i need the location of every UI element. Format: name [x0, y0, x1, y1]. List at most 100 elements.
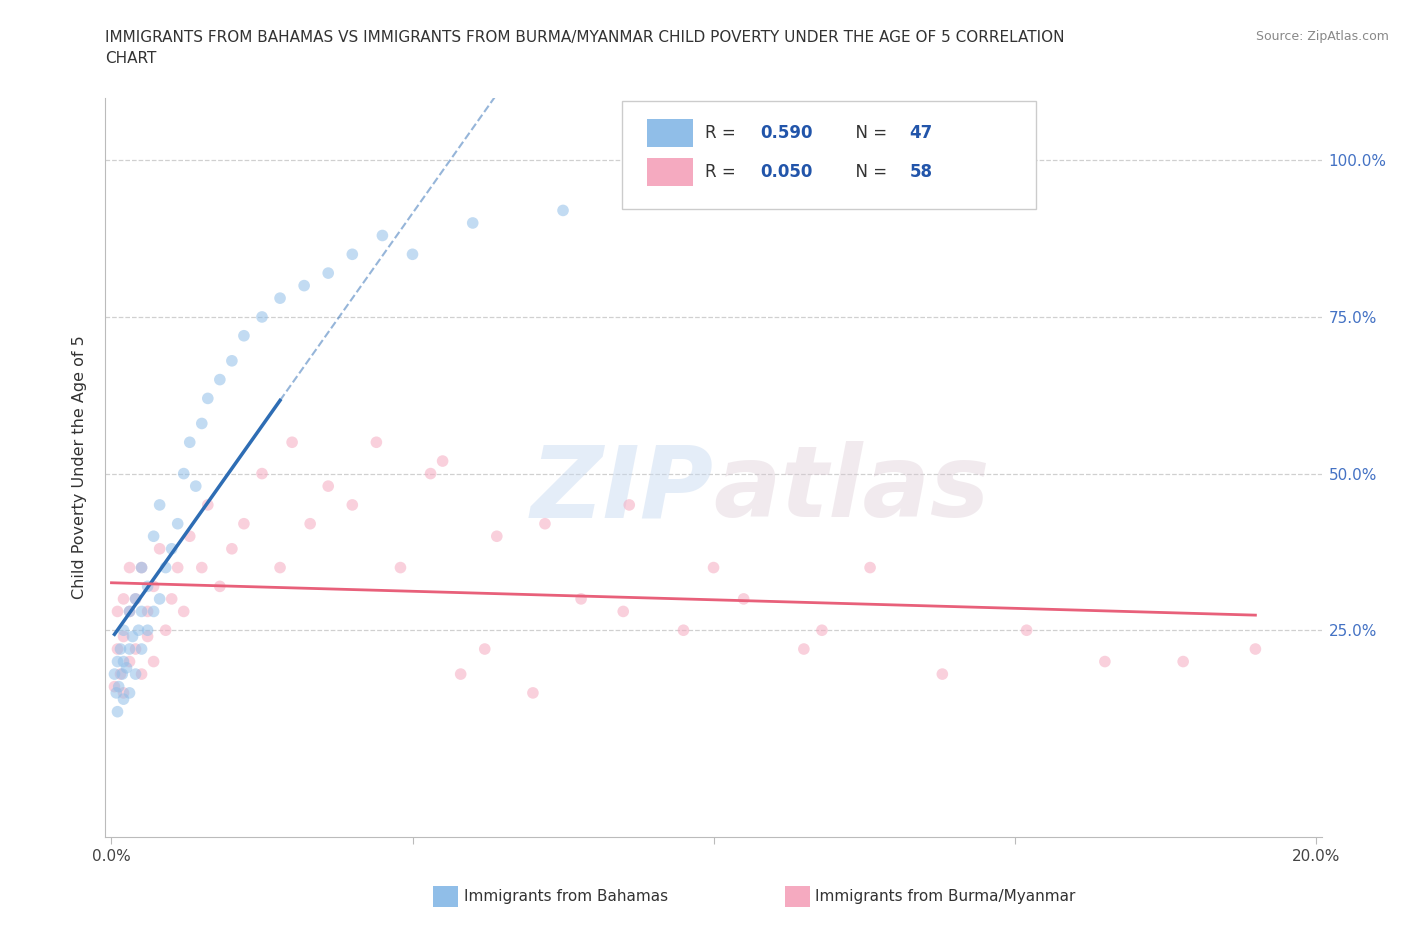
Point [316, 479, 339, 494]
Y-axis label: Child Poverty Under the Age of 5: Child Poverty Under the Age of 5 [72, 336, 87, 599]
Point [124, 591, 146, 606]
Point [160, 591, 183, 606]
Point [107, 604, 129, 618]
Point [110, 642, 132, 657]
Point [184, 479, 207, 494]
Point [149, 541, 172, 556]
Point [366, 435, 388, 450]
Bar [647, 119, 693, 147]
Text: N =: N = [845, 164, 893, 181]
Point [128, 623, 150, 638]
Text: IMMIGRANTS FROM BAHAMAS VS IMMIGRANTS FROM BURMA/MYANMAR CHILD POVERTY UNDER THE: IMMIGRANTS FROM BAHAMAS VS IMMIGRANTS FR… [105, 30, 1064, 45]
Point [342, 246, 364, 261]
Text: CHART: CHART [105, 51, 157, 66]
Point [142, 604, 165, 618]
Point [432, 454, 454, 469]
Point [124, 642, 146, 657]
Point [191, 416, 214, 431]
Point [485, 529, 508, 544]
Point [166, 560, 188, 575]
Point [118, 604, 141, 618]
Text: Immigrants from Bahamas: Immigrants from Bahamas [464, 889, 668, 904]
FancyBboxPatch shape [623, 101, 1036, 208]
Point [173, 466, 195, 481]
Point [155, 623, 177, 638]
Point [619, 498, 641, 512]
Point [569, 591, 592, 606]
Point [118, 654, 141, 669]
Point [859, 560, 882, 575]
Point [112, 692, 135, 707]
Point [461, 216, 484, 231]
Point [112, 629, 135, 644]
Point [419, 466, 441, 481]
Point [534, 516, 557, 531]
Point [299, 516, 322, 531]
Point [107, 704, 129, 719]
Point [131, 667, 153, 682]
Point [612, 604, 634, 618]
Point [793, 642, 815, 657]
Point [142, 654, 165, 669]
Point [672, 623, 695, 638]
Point [250, 310, 273, 325]
Point [131, 642, 153, 657]
Text: ZIP: ZIP [530, 441, 713, 538]
Point [1173, 654, 1195, 669]
Point [208, 372, 231, 387]
Point [179, 435, 201, 450]
Point [131, 560, 153, 575]
Point [149, 591, 172, 606]
Point [208, 579, 231, 594]
Point [931, 667, 953, 682]
Point [232, 328, 254, 343]
Point [401, 246, 423, 261]
Text: 47: 47 [910, 124, 932, 142]
Point [342, 498, 364, 512]
Point [107, 679, 129, 694]
Point [124, 591, 146, 606]
Point [112, 654, 135, 669]
Text: R =: R = [704, 164, 741, 181]
Point [103, 667, 125, 682]
Point [450, 667, 472, 682]
Point [166, 516, 188, 531]
Point [197, 498, 219, 512]
Point [142, 529, 165, 544]
Point [124, 667, 146, 682]
Point [522, 685, 544, 700]
Point [221, 541, 243, 556]
Text: Source: ZipAtlas.com: Source: ZipAtlas.com [1256, 30, 1389, 43]
Point [136, 629, 159, 644]
Point [232, 516, 254, 531]
Text: atlas: atlas [713, 441, 990, 538]
Point [107, 654, 129, 669]
Point [269, 291, 291, 306]
Point [131, 560, 153, 575]
Point [136, 623, 159, 638]
Point [221, 353, 243, 368]
Text: 0.050: 0.050 [759, 164, 813, 181]
Point [136, 579, 159, 594]
Point [811, 623, 834, 638]
Point [110, 667, 132, 682]
Point [103, 679, 125, 694]
Point [112, 591, 135, 606]
Point [121, 629, 143, 644]
Point [155, 560, 177, 575]
Point [1094, 654, 1116, 669]
Text: N =: N = [845, 124, 893, 142]
Point [142, 579, 165, 594]
Point [173, 604, 195, 618]
Point [118, 560, 141, 575]
Point [702, 560, 725, 575]
Point [118, 642, 141, 657]
Point [292, 278, 315, 293]
Point [371, 228, 394, 243]
Point [149, 498, 172, 512]
Bar [647, 158, 693, 186]
Point [160, 541, 183, 556]
Point [111, 667, 134, 682]
Text: 58: 58 [910, 164, 932, 181]
Point [112, 685, 135, 700]
